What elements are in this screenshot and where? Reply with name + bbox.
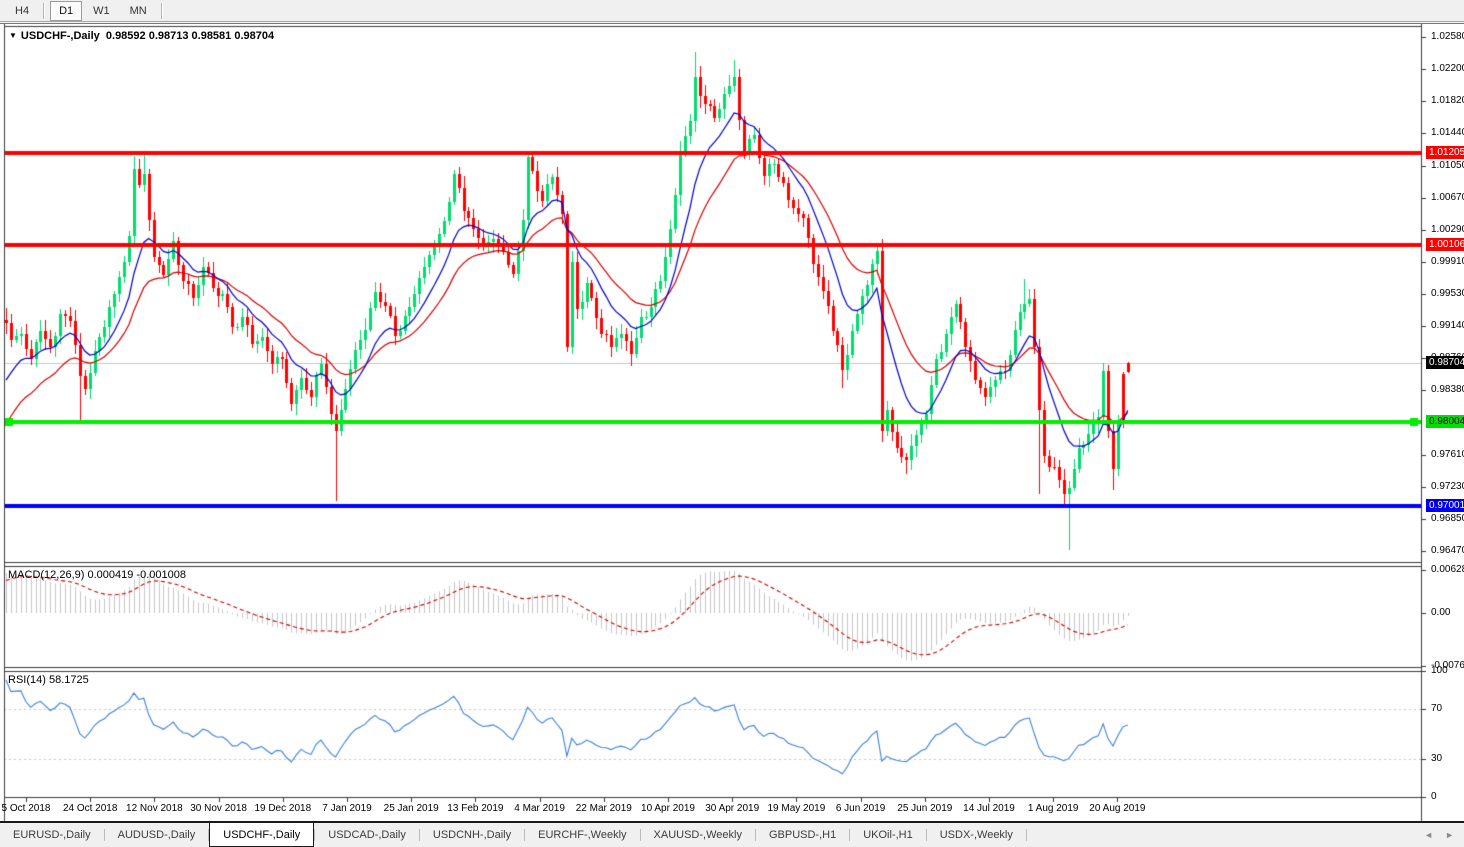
date-axis-label: 6 Jun 2019 bbox=[835, 803, 886, 814]
date-axis-label: 4 Mar 2019 bbox=[514, 803, 565, 814]
rsi-values: 58.1725 bbox=[48, 674, 89, 686]
date-axis-label: 30 Nov 2018 bbox=[190, 803, 247, 814]
date-axis-label: 22 Mar 2019 bbox=[575, 803, 632, 814]
timeframe-button-mn[interactable]: MN bbox=[129, 4, 147, 17]
symbol-dropdown-icon[interactable]: ▼ bbox=[9, 31, 17, 40]
date-axis-label: 24 Oct 2018 bbox=[62, 803, 118, 814]
tab-separator bbox=[208, 829, 210, 841]
tab-separator bbox=[849, 829, 851, 841]
chart-title: ▼ USDCHF-,Daily 0.98592 0.98713 0.98581 0… bbox=[9, 30, 274, 42]
price-tick-label: 0.98380 bbox=[1431, 384, 1464, 395]
macd-indicator-label: MACD(12,26,9) 0.000419 -0.001008 bbox=[8, 569, 186, 581]
tab-separator bbox=[524, 829, 526, 841]
macd-tick-label: 0.00 bbox=[1431, 607, 1451, 618]
price-tick-label: 0.99140 bbox=[1431, 320, 1464, 331]
timeframe-toolbar: H4 D1 W1 MN bbox=[0, 0, 1464, 22]
tab-separator bbox=[925, 829, 927, 841]
timeframe-button-d1[interactable]: D1 bbox=[50, 0, 83, 21]
price-tick-label: 0.96850 bbox=[1431, 513, 1464, 524]
price-tick-label: 1.00290 bbox=[1431, 224, 1464, 235]
chart-tab-audusd-daily[interactable]: AUDUSD-,Daily bbox=[117, 829, 196, 841]
chart-tab-eurchf-weekly[interactable]: EURCHF-,Weekly bbox=[538, 829, 627, 841]
macd-tick-label: 0.006286 bbox=[1431, 564, 1464, 575]
rsi-indicator-label: RSI(14) 58.1725 bbox=[8, 674, 89, 686]
price-tick-label: 0.96470 bbox=[1431, 545, 1464, 556]
level-price-badge: 0.98004 bbox=[1426, 415, 1464, 428]
rsi-tick-label: 70 bbox=[1431, 703, 1443, 714]
date-axis-label: 14 Jul 2019 bbox=[963, 803, 1015, 814]
date-axis-label: 20 Aug 2019 bbox=[1089, 803, 1146, 814]
tab-separator bbox=[639, 829, 641, 841]
date-axis-label: 12 Nov 2018 bbox=[126, 803, 183, 814]
toolbar-separator bbox=[160, 2, 163, 19]
level-price-badge: 1.01205 bbox=[1426, 146, 1464, 159]
chart-tab-usdcnh-daily[interactable]: USDCNH-,Daily bbox=[432, 829, 512, 841]
chart-window: ▼ USDCHF-,Daily 0.98592 0.98713 0.98581 0… bbox=[0, 23, 1464, 822]
date-axis-label: 1 Aug 2019 bbox=[1027, 803, 1079, 814]
price-tick-label: 0.97610 bbox=[1431, 449, 1464, 460]
chart-tab-xauusd-weekly[interactable]: XAUUSD-,Weekly bbox=[653, 829, 742, 841]
chart-tab-usdcad-daily[interactable]: USDCAD-,Daily bbox=[328, 829, 406, 841]
timeframe-button-h4[interactable]: H4 bbox=[15, 4, 30, 17]
date-axis-label: 5 Oct 2018 bbox=[1, 803, 51, 814]
price-tick-label: 0.99910 bbox=[1431, 256, 1464, 267]
level-price-badge: 0.97001 bbox=[1426, 499, 1464, 512]
macd-name: MACD(12,26,9) bbox=[8, 569, 85, 581]
date-axis-label: 7 Jan 2019 bbox=[322, 803, 372, 814]
ohlc-values: 0.98592 0.98713 0.98581 0.98704 bbox=[105, 30, 275, 42]
tab-separator bbox=[418, 829, 420, 841]
chart-tab-bar: EURUSD-,Daily AUDUSD-,Daily USDCHF-,Daily U… bbox=[0, 821, 1464, 847]
date-axis-label: 25 Jan 2019 bbox=[383, 803, 439, 814]
chart-canvas[interactable] bbox=[0, 24, 1464, 822]
tab-scroll-left-icon[interactable]: ◄ bbox=[1424, 830, 1434, 840]
date-axis-label: 13 Feb 2019 bbox=[447, 803, 504, 814]
date-axis-label: 25 Jun 2019 bbox=[897, 803, 953, 814]
price-tick-label: 1.01820 bbox=[1431, 95, 1464, 106]
rsi-tick-label: 0 bbox=[1431, 791, 1437, 802]
tab-separator bbox=[103, 829, 105, 841]
macd-values: 0.000419 -0.001008 bbox=[87, 569, 186, 581]
chart-tab-gbpusd-h1[interactable]: GBPUSD-,H1 bbox=[768, 829, 837, 841]
price-tick-label: 1.01050 bbox=[1431, 160, 1464, 171]
macd-tick-label: -0.00762 bbox=[1431, 660, 1464, 671]
date-axis-label: 19 May 2019 bbox=[767, 803, 826, 814]
symbol-title: USDCHF-,Daily bbox=[20, 30, 100, 42]
rsi-tick-label: 30 bbox=[1431, 753, 1443, 764]
current-price-badge: 0.98704 bbox=[1426, 356, 1464, 369]
rsi-tick-label: 100 bbox=[1431, 665, 1448, 676]
price-tick-label: 1.02580 bbox=[1431, 31, 1464, 42]
tab-separator bbox=[314, 829, 316, 841]
price-tick-label: 1.00670 bbox=[1431, 192, 1464, 203]
chart-tab-eurusd-daily[interactable]: EURUSD-,Daily bbox=[13, 829, 91, 841]
date-axis-label: 30 Apr 2019 bbox=[705, 803, 760, 814]
chart-tab-ukoil-h1[interactable]: UKOil-,H1 bbox=[863, 829, 913, 841]
tab-separator bbox=[754, 829, 756, 841]
toolbar-separator bbox=[43, 2, 46, 19]
price-tick-label: 0.99530 bbox=[1431, 288, 1464, 299]
rsi-name: RSI(14) bbox=[8, 674, 46, 686]
tab-scroll-right-icon[interactable]: ► bbox=[1445, 830, 1454, 840]
tab-scroll-arrows: ◄ ► bbox=[1424, 823, 1464, 847]
price-tick-label: 1.02200 bbox=[1431, 63, 1464, 74]
tab-separator bbox=[1025, 829, 1027, 841]
timeframe-button-w1[interactable]: W1 bbox=[93, 4, 110, 17]
date-axis-label: 19 Dec 2018 bbox=[254, 803, 312, 814]
price-tick-label: 0.97230 bbox=[1431, 481, 1464, 492]
date-axis-label: 10 Apr 2019 bbox=[641, 803, 695, 814]
price-tick-label: 1.01440 bbox=[1431, 127, 1464, 138]
level-price-badge: 1.00106 bbox=[1426, 238, 1464, 251]
chart-tab-usdchf-daily[interactable]: USDCHF-,Daily bbox=[209, 823, 315, 847]
chart-tab-usdx-weekly[interactable]: USDX-,Weekly bbox=[939, 829, 1013, 841]
